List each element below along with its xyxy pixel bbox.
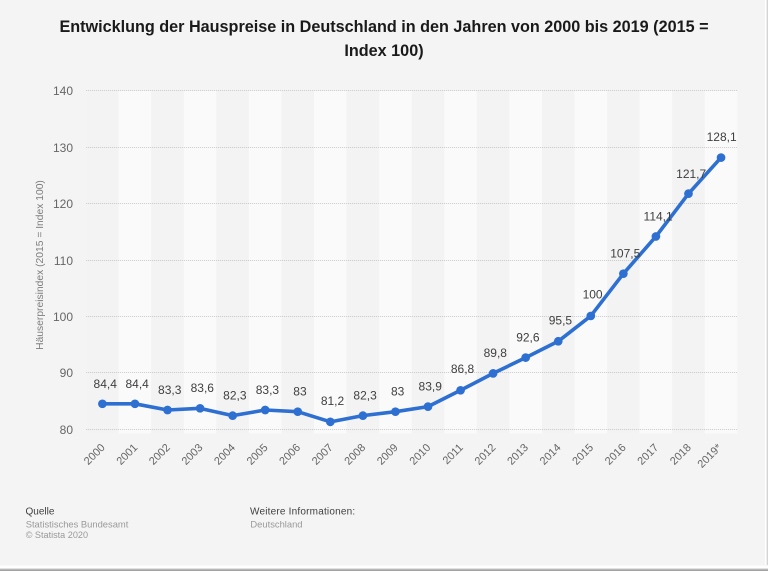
svg-text:107,5: 107,5 (610, 246, 640, 260)
svg-text:© Statista 2020: © Statista 2020 (26, 530, 88, 540)
svg-text:2005: 2005 (245, 442, 271, 468)
svg-text:83: 83 (293, 385, 307, 399)
svg-text:2014: 2014 (538, 442, 564, 468)
svg-text:2001: 2001 (114, 442, 140, 468)
svg-text:120: 120 (53, 197, 73, 211)
svg-text:90: 90 (60, 366, 74, 380)
svg-text:100: 100 (53, 310, 73, 324)
svg-text:Deutschland: Deutschland (250, 518, 302, 529)
svg-text:Quelle: Quelle (26, 507, 55, 518)
svg-text:2002: 2002 (147, 442, 173, 468)
svg-text:92,6: 92,6 (516, 330, 540, 344)
svg-text:84,4: 84,4 (94, 377, 118, 391)
svg-text:121,7: 121,7 (676, 167, 706, 181)
svg-text:83,3: 83,3 (256, 383, 280, 397)
svg-text:81,2: 81,2 (321, 394, 345, 408)
svg-text:130: 130 (53, 141, 73, 155)
svg-text:140: 140 (53, 84, 73, 98)
svg-text:Statistisches Bundesamt: Statistisches Bundesamt (26, 518, 129, 529)
svg-text:2011: 2011 (441, 442, 466, 467)
svg-text:Entwicklung der Hauspreise in: Entwicklung der Hauspreise in Deutschlan… (59, 18, 708, 36)
svg-text:Häuserpreisindex (2015 = Index: Häuserpreisindex (2015 = Index 100) (35, 180, 46, 350)
svg-text:2006: 2006 (277, 442, 303, 468)
svg-text:83: 83 (391, 385, 405, 399)
svg-text:2013: 2013 (505, 442, 531, 468)
svg-text:100: 100 (583, 288, 603, 302)
svg-text:2015: 2015 (570, 442, 596, 468)
svg-text:2010: 2010 (408, 442, 434, 468)
svg-text:82,3: 82,3 (353, 388, 377, 402)
svg-text:110: 110 (54, 254, 73, 268)
svg-text:2008: 2008 (342, 442, 368, 468)
svg-text:82,3: 82,3 (223, 388, 247, 402)
svg-text:Index 100): Index 100) (344, 42, 423, 60)
svg-text:2018: 2018 (668, 442, 694, 468)
svg-text:83,9: 83,9 (419, 379, 443, 393)
svg-text:89,8: 89,8 (484, 346, 508, 360)
svg-text:86,8: 86,8 (451, 362, 475, 376)
svg-text:2017: 2017 (635, 442, 661, 468)
svg-text:2003: 2003 (180, 442, 206, 468)
svg-text:2012: 2012 (473, 442, 499, 468)
svg-text:2004: 2004 (212, 442, 238, 468)
svg-text:2016: 2016 (603, 442, 629, 468)
svg-text:2009: 2009 (375, 442, 401, 468)
svg-text:114,1: 114,1 (644, 209, 673, 223)
svg-text:84,4: 84,4 (125, 377, 149, 391)
svg-text:83,6: 83,6 (191, 381, 215, 395)
svg-text:83,3: 83,3 (158, 383, 182, 397)
svg-text:2000: 2000 (82, 442, 108, 468)
svg-text:95,5: 95,5 (549, 313, 573, 327)
svg-text:128,1: 128,1 (707, 130, 737, 144)
svg-text:2007: 2007 (310, 442, 336, 468)
svg-text:Weitere Informationen:: Weitere Informationen: (250, 507, 355, 518)
svg-text:2019*: 2019* (696, 441, 725, 470)
svg-text:80: 80 (60, 423, 74, 437)
